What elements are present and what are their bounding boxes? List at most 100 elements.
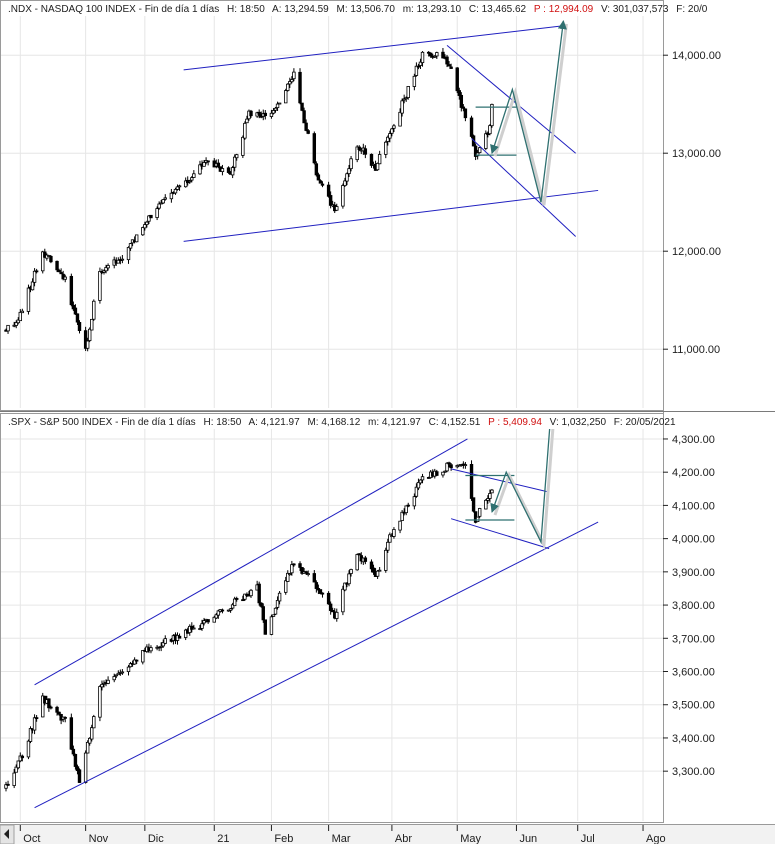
ndx-trend-line[interactable] <box>183 189 599 242</box>
spx-candle-body <box>341 588 345 613</box>
spx-candle-body <box>120 671 125 674</box>
ndx-candle-body <box>192 173 196 178</box>
spx-candle <box>98 685 102 722</box>
ndx-candle <box>143 221 147 231</box>
ndx-candle <box>435 51 439 59</box>
spx-candle-body <box>449 464 453 469</box>
ndx-candle <box>388 130 392 143</box>
ndx-candle-body <box>71 304 76 310</box>
spx-candle-body <box>277 592 282 602</box>
ndx-candle <box>398 108 402 127</box>
ndx-candle-body <box>304 122 308 131</box>
spx-candle <box>292 563 296 567</box>
ndx-candle-body <box>343 180 347 186</box>
spx-trend-line[interactable] <box>450 518 550 550</box>
spx-candle-body <box>486 498 490 501</box>
ndx-candle <box>257 109 261 119</box>
spx-candle <box>284 576 288 595</box>
spx-candle-body <box>435 471 439 476</box>
spx-candle-body <box>128 663 133 668</box>
ndx-candle <box>343 177 347 187</box>
ndx-candle <box>55 260 59 273</box>
spx-candle <box>263 619 268 635</box>
spx-candle-body <box>90 727 94 740</box>
ndx-candle <box>304 119 308 132</box>
ndx-header: .NDX - NASDAQ 100 INDEX - Fin de día 1 d… <box>8 4 708 15</box>
ndx-candle-body <box>83 330 88 349</box>
ndx-candle-body <box>292 71 296 80</box>
ndx-candle <box>341 183 345 209</box>
ndx-candle-body <box>435 52 439 57</box>
ndx-candle-body <box>335 206 339 211</box>
time-tick-label: Mar <box>332 833 351 844</box>
ndx-candle <box>300 102 304 112</box>
spx-candle-body <box>363 557 368 562</box>
ndx-candle-body <box>157 203 161 209</box>
spx-candle-body <box>343 582 347 591</box>
time-axis-bar[interactable] <box>0 824 775 844</box>
ndx-header-c: C: 13,465.62 <box>469 4 527 15</box>
spx-candle <box>273 607 278 615</box>
time-tick-label: Oct <box>23 833 40 844</box>
spx-candle-body <box>312 573 317 583</box>
spx-candle-body <box>284 580 288 593</box>
spx-candle <box>388 532 392 543</box>
spx-candle <box>126 665 131 676</box>
spx-candle-body <box>416 482 421 489</box>
ndx-candle-body <box>377 154 382 165</box>
spx-candle-body <box>404 505 408 514</box>
ndx-candle <box>216 159 221 169</box>
ndx-candle-body <box>159 202 163 205</box>
ndx-candles <box>4 47 494 352</box>
spx-candle <box>349 568 353 577</box>
ndx-drawings[interactable] <box>183 19 599 242</box>
spx-candle-body <box>320 592 325 595</box>
spx-candle-body <box>32 717 37 731</box>
ndx-candle-body <box>428 52 433 57</box>
ndx-candle <box>177 184 182 191</box>
spx-candle <box>375 569 380 579</box>
ndx-header-bar <box>1 1 663 15</box>
ndx-candle-body <box>134 234 139 243</box>
ndx-candle-body <box>69 275 74 306</box>
ndx-candle-body <box>349 158 353 170</box>
spx-candle <box>92 714 96 729</box>
ndx-candle <box>230 165 235 179</box>
spx-candle-body <box>392 529 396 537</box>
spx-trend-line[interactable] <box>34 521 599 809</box>
spx-projection-arrow[interactable] <box>490 276 566 545</box>
spx-candle <box>241 595 245 602</box>
spx-candle <box>6 780 10 786</box>
spx-candle <box>318 589 323 595</box>
ndx-candle-body <box>269 112 274 117</box>
spx-trend-line[interactable] <box>34 438 468 686</box>
spx-candle-body <box>375 570 380 577</box>
ndx-candle-body <box>188 180 192 183</box>
spx-drawings[interactable] <box>34 276 599 809</box>
ndx-candle-body <box>26 287 31 312</box>
scroll-left-button[interactable] <box>0 824 15 844</box>
spx-candle-body <box>14 766 18 773</box>
spx-candle <box>26 739 31 760</box>
spx-candle <box>243 593 247 601</box>
spx-candle-body <box>63 716 67 719</box>
ndx-candle <box>441 47 445 59</box>
ndx-candle <box>69 273 74 307</box>
spx-candle-body <box>412 496 417 507</box>
spx-candle-body <box>198 628 202 630</box>
spx-candle-body <box>330 610 335 613</box>
ndx-candle-body <box>20 310 25 314</box>
triangle-left-icon <box>4 829 9 839</box>
spx-candle-body <box>273 607 278 615</box>
spx-candle <box>83 750 88 784</box>
ndx-candle <box>206 160 210 166</box>
ndx-candle-body <box>75 313 80 323</box>
ndx-candle-body <box>484 133 488 149</box>
ndx-projection-arrow[interactable] <box>490 19 567 203</box>
ndx-candle-body <box>88 328 92 341</box>
spx-candle-body <box>26 740 31 758</box>
ndx-candle <box>104 264 108 274</box>
ndx-candle <box>30 278 35 291</box>
ndx-candle <box>290 76 294 84</box>
